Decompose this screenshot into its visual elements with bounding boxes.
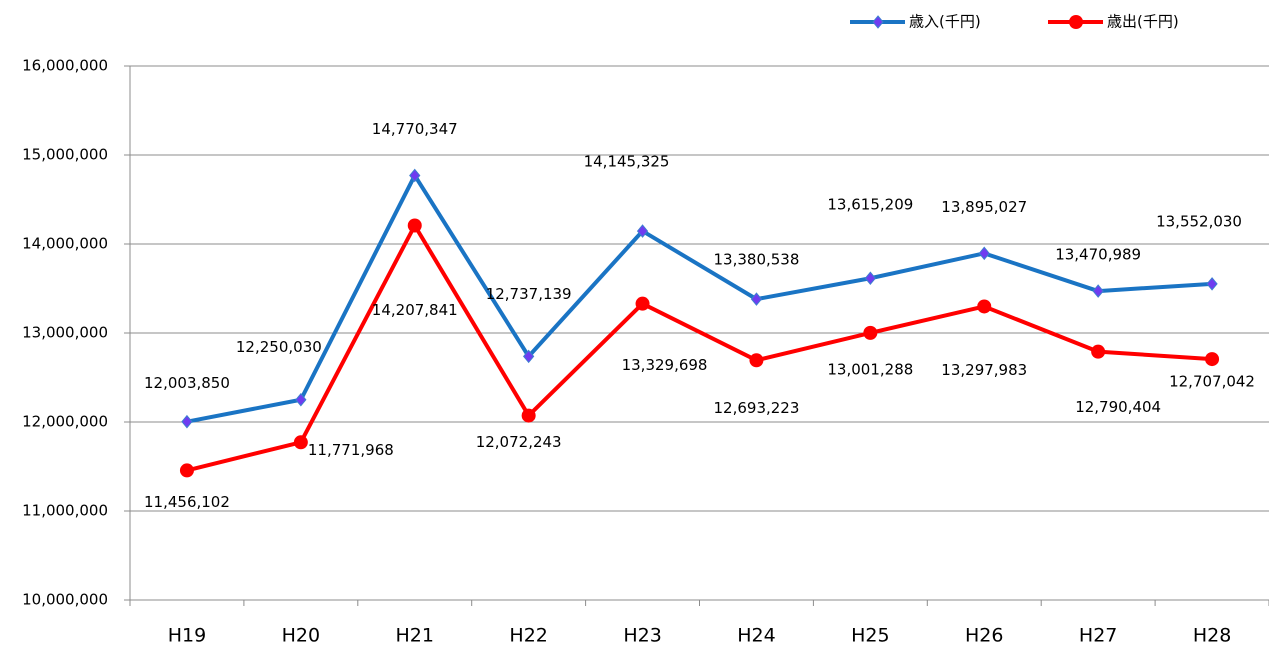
x-tick-label: H19 <box>168 625 206 647</box>
marker <box>977 299 992 314</box>
marker <box>407 218 422 233</box>
data-label: 11,771,968 <box>308 441 394 459</box>
data-label: 13,895,027 <box>941 198 1027 216</box>
y-tick-label: 16,000,000 <box>22 57 108 75</box>
data-label: 11,456,102 <box>144 493 230 511</box>
marker <box>749 353 764 368</box>
series-line <box>186 173 1213 424</box>
series-line <box>186 223 1213 473</box>
marker <box>409 168 421 183</box>
x-tick-label: H24 <box>737 625 775 647</box>
marker <box>522 349 535 364</box>
data-label: 14,145,325 <box>584 153 670 171</box>
data-label: 12,707,042 <box>1169 373 1255 391</box>
y-tick-label: 10,000,000 <box>22 591 108 609</box>
data-label: 13,615,209 <box>827 196 913 214</box>
marker <box>750 292 763 306</box>
x-tick-label: H21 <box>396 625 434 647</box>
x-tick-label: H23 <box>623 625 661 647</box>
data-label: 13,297,983 <box>941 361 1027 379</box>
marker <box>864 271 877 286</box>
marker <box>181 414 193 429</box>
marker <box>978 246 990 261</box>
legend-label: 歳出(千円) <box>1107 13 1179 31</box>
x-tick-label: H26 <box>965 625 1003 647</box>
marker <box>179 463 194 478</box>
data-label: 13,380,538 <box>714 251 800 269</box>
x-tick-label: H25 <box>851 625 889 647</box>
data-label: 13,470,989 <box>1055 246 1141 264</box>
x-tick-label: H22 <box>509 625 547 647</box>
data-label: 12,072,243 <box>476 433 562 451</box>
marker <box>1205 352 1220 367</box>
data-label: 13,001,288 <box>827 360 913 378</box>
marker <box>636 224 649 238</box>
data-label: 13,552,030 <box>1156 212 1242 230</box>
marker <box>521 408 536 423</box>
marker <box>635 296 650 311</box>
y-tick-label: 15,000,000 <box>22 146 108 164</box>
marker <box>863 325 878 340</box>
x-tick-label: H20 <box>282 625 320 647</box>
y-tick-label: 14,000,000 <box>22 235 108 253</box>
data-label: 13,329,698 <box>622 356 708 374</box>
x-tick-label: H27 <box>1079 625 1117 647</box>
data-label: 12,003,850 <box>144 374 230 392</box>
data-label: 14,207,841 <box>372 301 458 319</box>
data-label: 12,693,223 <box>714 399 800 417</box>
marker <box>1206 277 1218 291</box>
legend-label: 歳入(千円) <box>909 13 981 31</box>
y-tick-label: 12,000,000 <box>22 413 108 431</box>
marker <box>295 392 307 407</box>
y-tick-label: 11,000,000 <box>22 502 108 520</box>
marker <box>872 15 884 29</box>
x-tick-label: H28 <box>1193 625 1231 647</box>
data-label: 12,790,404 <box>1075 398 1161 416</box>
marker <box>1069 15 1083 29</box>
y-tick-label: 13,000,000 <box>22 324 108 342</box>
data-label: 14,770,347 <box>372 120 458 138</box>
marker <box>1091 344 1106 359</box>
data-label: 12,737,139 <box>486 285 572 303</box>
marker <box>293 435 308 450</box>
data-label: 12,250,030 <box>236 338 322 356</box>
marker <box>1092 284 1104 298</box>
